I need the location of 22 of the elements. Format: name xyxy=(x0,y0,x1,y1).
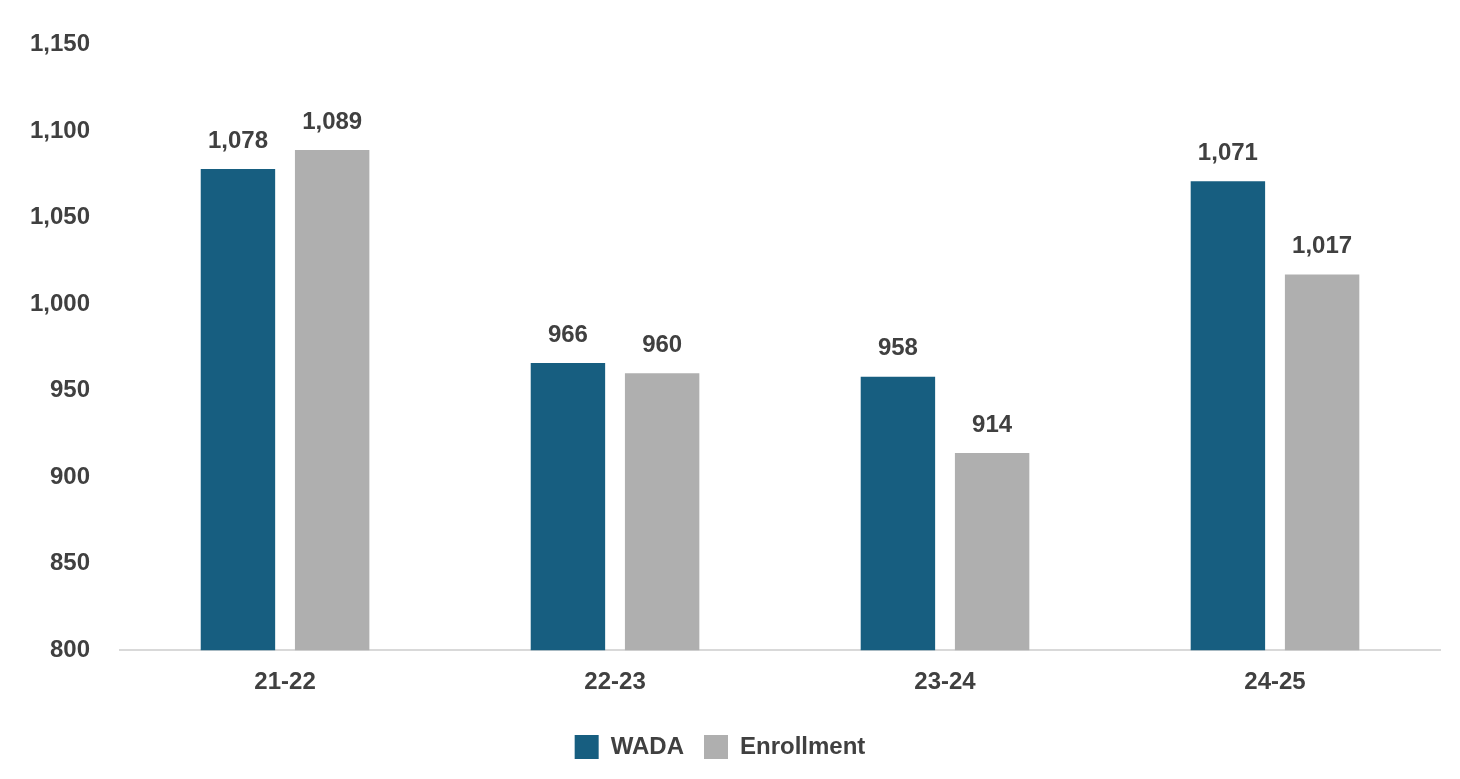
legend-label: WADA xyxy=(610,731,684,759)
y-tick-label: 1,100 xyxy=(30,115,91,143)
x-tick-label: 24-25 xyxy=(1244,667,1306,695)
y-tick-label: 1,000 xyxy=(30,288,91,316)
x-tick-label: 22-23 xyxy=(584,667,646,695)
data-label: 958 xyxy=(877,333,918,361)
y-tick-label: 1,150 xyxy=(30,29,91,57)
data-label: 1,071 xyxy=(1197,137,1258,165)
x-tick-label: 23-24 xyxy=(914,667,977,695)
x-tick-label: 21-22 xyxy=(254,667,316,695)
data-label: 1,078 xyxy=(207,125,268,153)
y-tick-label: 900 xyxy=(50,461,91,489)
data-label: 1,017 xyxy=(1292,231,1353,259)
data-label: 966 xyxy=(547,319,588,347)
y-tick-label: 800 xyxy=(50,634,91,662)
data-label: 914 xyxy=(972,409,1013,437)
legend-label: Enrollment xyxy=(739,731,866,759)
data-label: 1,089 xyxy=(302,106,363,134)
data-label: 960 xyxy=(642,329,683,357)
y-tick-label: 850 xyxy=(50,548,91,576)
y-tick-label: 950 xyxy=(50,375,91,403)
y-tick-label: 1,050 xyxy=(30,202,91,230)
